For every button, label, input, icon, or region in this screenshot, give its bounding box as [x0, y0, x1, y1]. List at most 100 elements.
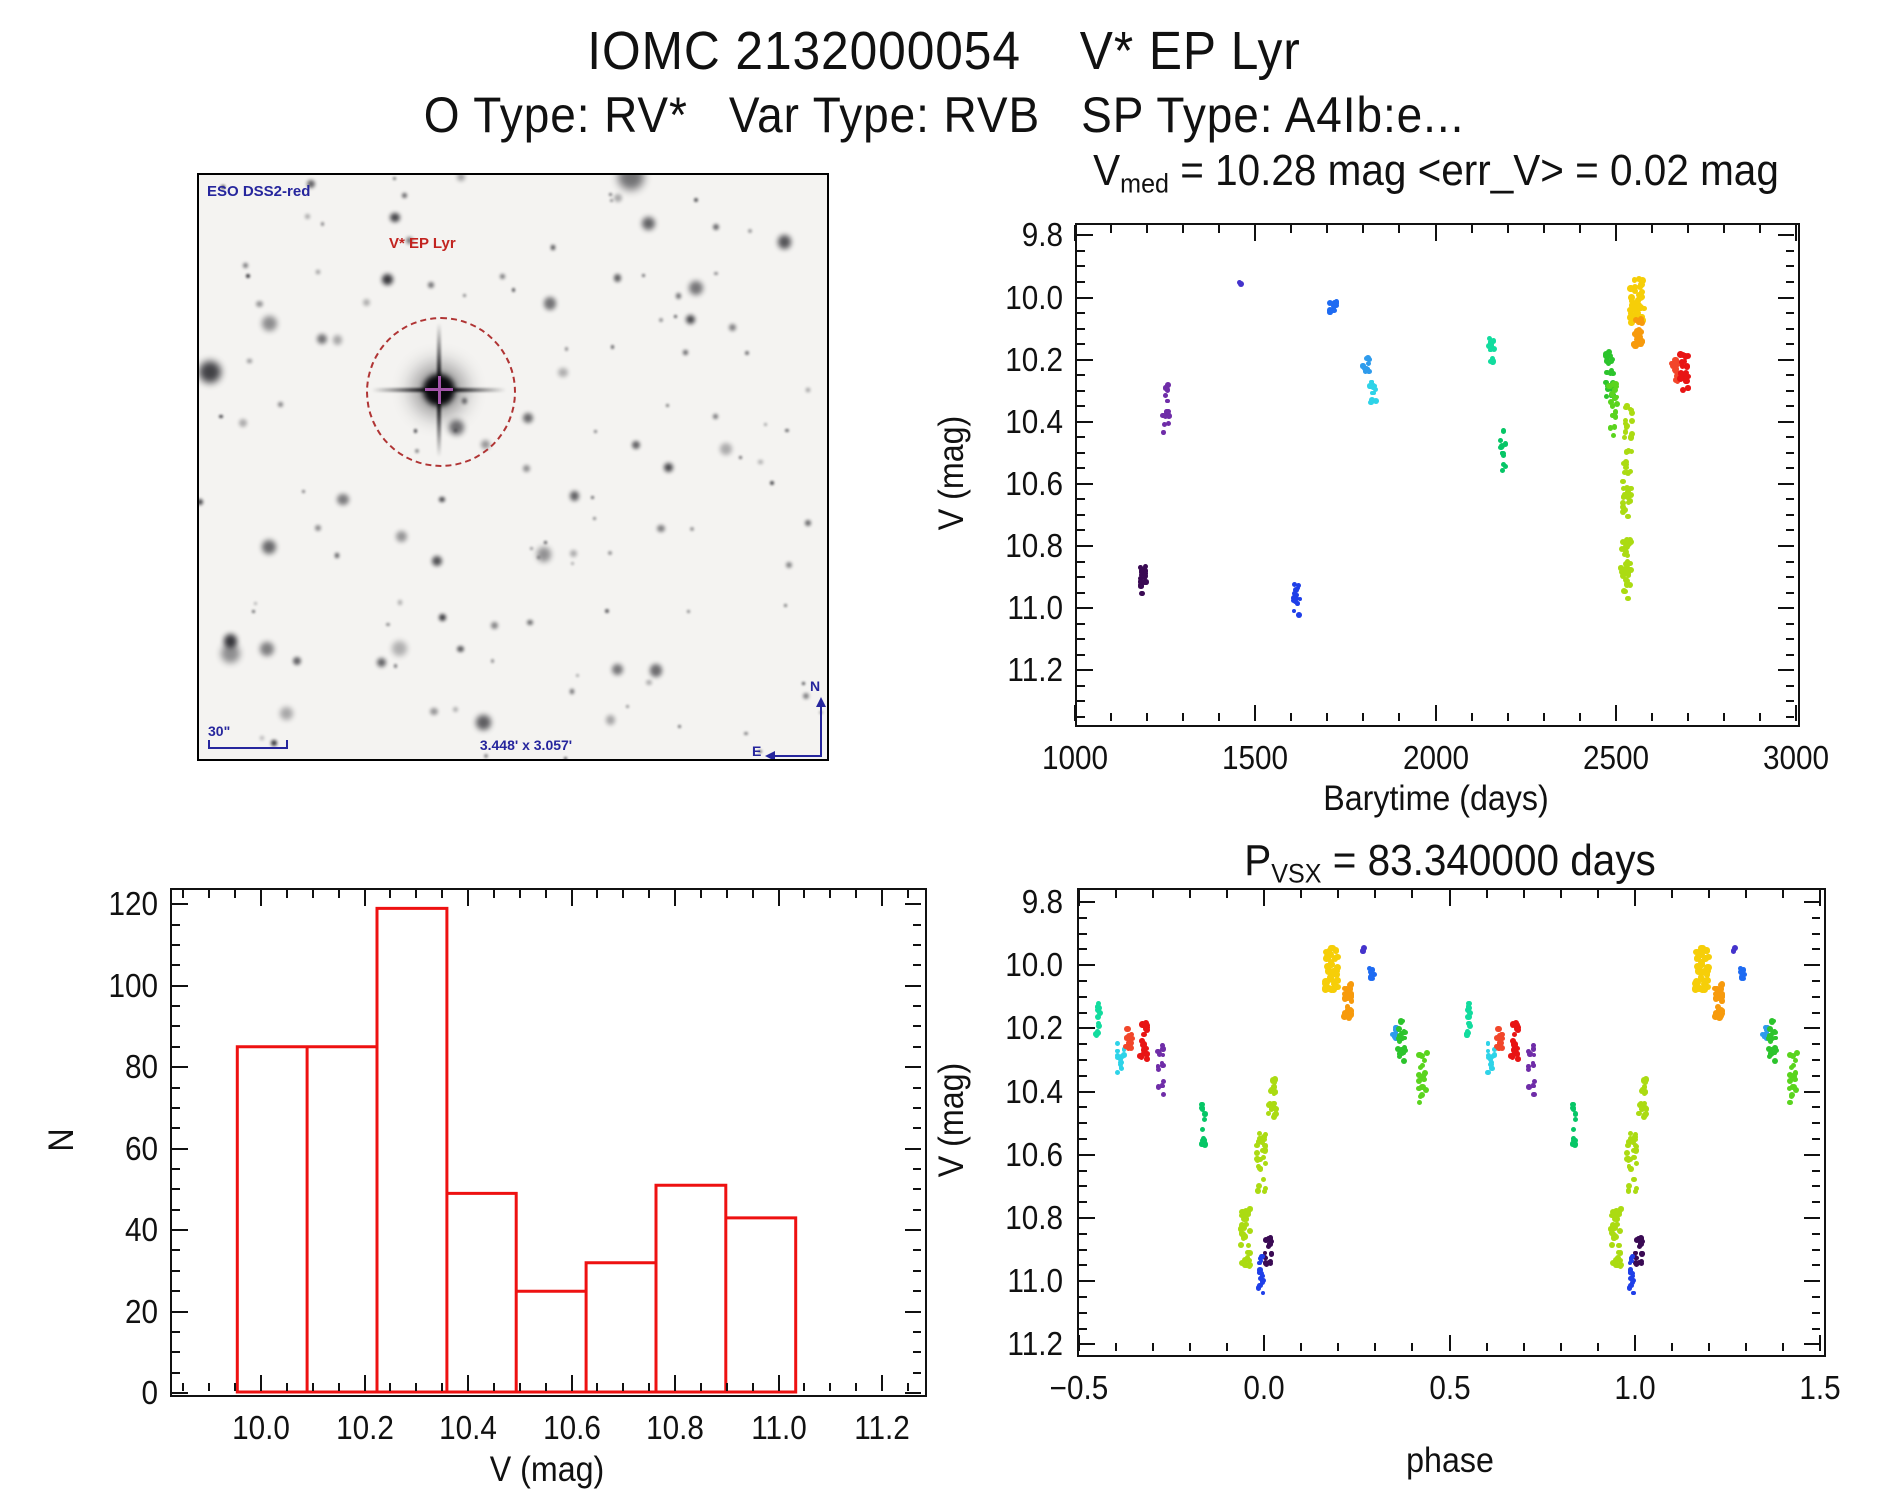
data-point-e2484 [1402, 1029, 1408, 1036]
field-star [689, 280, 704, 295]
field-star [246, 358, 252, 364]
data-point-e2492 [1788, 1065, 1794, 1071]
phase-title: PVSX = 83.340000 days [1244, 836, 1655, 890]
data-point-e2492 [1610, 432, 1617, 439]
data-point-e1827 [1369, 397, 1376, 404]
tick-mark [1786, 265, 1794, 268]
tick-mark [1778, 420, 1794, 423]
data-point-e2528 [1616, 1211, 1622, 1218]
data-point-e2534 [1628, 430, 1635, 437]
tick-mark [905, 1066, 921, 1069]
data-point-e2528 [1245, 1242, 1252, 1249]
tick-mark [1812, 1311, 1820, 1314]
data-point-e2187 [1200, 1107, 1206, 1113]
tick-mark [1079, 1311, 1087, 1314]
data-point-e2528 [1239, 1208, 1246, 1216]
tick-mark [829, 1383, 832, 1391]
data-point-e2531 [1263, 1160, 1269, 1166]
tick-mark [1804, 1027, 1820, 1030]
tick-mark [1079, 1043, 1087, 1046]
tick-mark [1079, 1058, 1087, 1061]
tick-mark [172, 1188, 180, 1191]
tick-mark [1812, 1296, 1820, 1299]
fov-label: 3.448' x 3.057' [479, 737, 573, 753]
tick-mark [172, 1351, 180, 1354]
field-star [382, 274, 394, 286]
field-star [605, 715, 616, 725]
tick-mark [1506, 225, 1509, 233]
tick-mark [1077, 513, 1085, 516]
histogram-xtick-label: 11.2 [854, 1409, 910, 1446]
histogram-xtick-label: 11.0 [750, 1409, 807, 1446]
tick-mark [1263, 890, 1266, 906]
data-point-e2534 [1270, 1113, 1277, 1120]
field-star [428, 282, 434, 288]
tick-mark [363, 890, 366, 906]
tick-mark [1812, 1074, 1820, 1077]
data-point-e2187 [1199, 1101, 1206, 1108]
data-point-e2559 [1637, 305, 1644, 312]
data-point-e2531 [1625, 1188, 1631, 1194]
tick-mark [172, 903, 188, 906]
data-point-e2492 [1792, 1076, 1798, 1083]
tick-mark [1804, 1217, 1820, 1220]
data-point-e1252 [1160, 1091, 1167, 1098]
tick-mark [1578, 713, 1581, 721]
data-point-e2559 [1704, 947, 1711, 954]
data-point-e2563 [1717, 981, 1725, 989]
data-point-e2155 [1487, 336, 1493, 342]
data-point-e2531 [1255, 1188, 1260, 1194]
tick-mark [234, 890, 237, 898]
tick-mark [1786, 591, 1794, 594]
data-point-e1252 [1531, 1083, 1536, 1089]
field-star [438, 614, 446, 622]
tick-mark [311, 890, 314, 898]
tick-mark [415, 890, 418, 898]
field-star [262, 316, 277, 331]
data-point-e2531 [1629, 1139, 1636, 1146]
data-point-e2531 [1624, 491, 1631, 497]
tick-mark [906, 1383, 909, 1391]
tick-mark [674, 890, 677, 906]
data-point-e2559 [1695, 967, 1703, 975]
phase-xlabel: phase [1405, 1441, 1494, 1480]
tick-mark [182, 1383, 185, 1391]
data-point-e1190 [1638, 1236, 1644, 1242]
tick-mark [1786, 560, 1794, 563]
data-point-e2563 [1348, 1008, 1355, 1014]
field-star [393, 177, 397, 181]
data-point-e2528 [1242, 1207, 1250, 1215]
data-point-e2531 [1255, 1182, 1262, 1190]
tick-mark [208, 1383, 211, 1391]
tick-mark [1786, 467, 1794, 470]
data-point-e1615 [1295, 600, 1300, 606]
data-point-e2528 [1608, 1242, 1615, 1249]
tick-mark [1077, 700, 1085, 703]
tick-mark [1804, 1343, 1820, 1346]
data-point-e1190 [1266, 1244, 1272, 1250]
data-point-e1190 [1263, 1237, 1270, 1243]
tick-mark [172, 1045, 180, 1048]
data-point-e2492 [1612, 409, 1619, 415]
data-point-e2492 [1422, 1086, 1429, 1093]
data-point-e2528 [1615, 1249, 1622, 1256]
field-star [656, 524, 665, 533]
field-star [610, 344, 615, 349]
data-point-e1190 [1639, 1250, 1645, 1256]
data-point-e2534 [1265, 1110, 1272, 1117]
data-point-e2484 [1772, 1029, 1779, 1036]
data-point-e2528 [1612, 1257, 1620, 1264]
data-point-e2531 [1253, 1150, 1260, 1157]
field-star [260, 642, 274, 656]
data-point-e1615 [1257, 1261, 1262, 1266]
data-point-e2492 [1418, 1091, 1425, 1098]
field-star [315, 524, 322, 531]
data-point-e2528 [1245, 1211, 1252, 1218]
phase-ytick-label: 10.8 [1005, 1199, 1063, 1237]
tick-mark [1182, 713, 1185, 721]
data-point-e2534 [1622, 429, 1629, 436]
tick-mark [913, 964, 921, 967]
tick-mark [1786, 249, 1794, 252]
data-point-e2155 [1487, 340, 1493, 345]
phase-title-text: P [1243, 836, 1271, 885]
